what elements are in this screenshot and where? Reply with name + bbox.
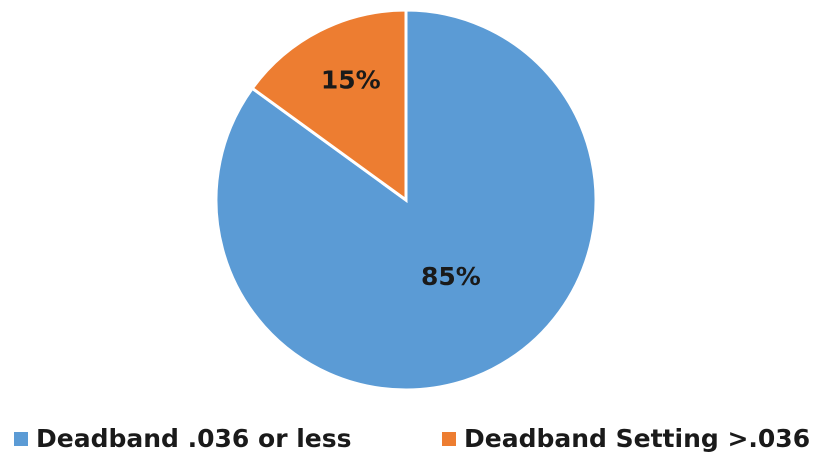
legend-swatch-2 bbox=[442, 432, 456, 446]
pie-slices bbox=[214, 8, 598, 392]
legend-label-1: Deadband .036 or less bbox=[36, 424, 352, 453]
pie-slice-2 bbox=[250, 8, 408, 203]
data-label-1: 85% bbox=[421, 262, 481, 291]
legend-label-2: Deadband Setting >.036 bbox=[464, 424, 810, 453]
pie-data-labels: 85% 15% bbox=[321, 66, 481, 291]
legend-swatch-1 bbox=[14, 432, 28, 446]
legend: Deadband .036 or less Deadband Setting >.… bbox=[14, 424, 810, 453]
data-label-2: 15% bbox=[321, 66, 381, 95]
